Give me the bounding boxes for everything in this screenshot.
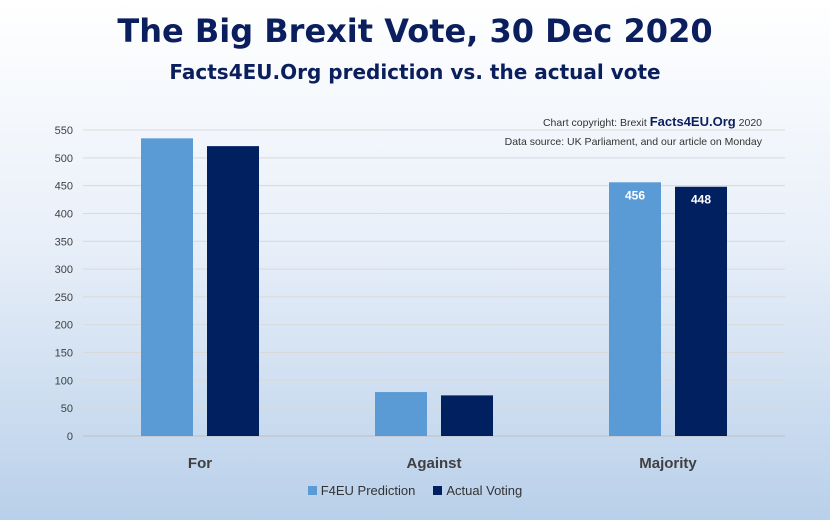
credit-prefix: Chart copyright: Brexit <box>542 117 647 129</box>
legend-item-prediction: F4EU Prediction <box>307 483 416 498</box>
bar-majority-prediction <box>609 182 661 436</box>
y-tick-label: 550 <box>55 125 73 137</box>
bar-for-actual <box>207 146 259 436</box>
bar-against-prediction <box>375 392 427 436</box>
chart-title: The Big Brexit Vote, 30 Dec 2020 <box>117 12 713 50</box>
chart-credit: Chart copyright: Brexit Facts4EU.Org 202… <box>505 112 762 152</box>
y-tick-label: 200 <box>55 320 73 332</box>
credit-line-2: Data source: UK Parliament, and our arti… <box>504 136 762 148</box>
legend-swatch-actual <box>433 486 443 495</box>
chart-legend: F4EU Prediction Actual Voting <box>0 483 830 498</box>
legend-swatch-prediction <box>307 486 317 495</box>
y-tick-label: 100 <box>55 375 73 387</box>
x-tick-label: For <box>188 455 212 472</box>
y-tick-label: 300 <box>55 264 73 276</box>
y-tick-label: 350 <box>55 236 73 248</box>
credit-suffix: 2020 <box>738 117 762 129</box>
y-tick-label: 400 <box>55 208 73 220</box>
bar-for-prediction <box>141 138 193 436</box>
x-tick-label: Majority <box>639 455 697 472</box>
y-tick-label: 150 <box>55 348 73 360</box>
chart-subtitle: Facts4EU.Org prediction vs. the actual v… <box>169 60 661 84</box>
data-label: 456 <box>625 188 645 202</box>
bar-majority-actual <box>675 186 727 436</box>
bar-against-actual <box>441 395 493 436</box>
credit-brand: Facts4EU.Org <box>649 114 736 129</box>
legend-item-actual: Actual Voting <box>433 483 522 498</box>
y-tick-label: 450 <box>55 181 73 193</box>
y-tick-label: 500 <box>55 153 73 165</box>
x-tick-label: Against <box>406 455 461 472</box>
y-tick-label: 0 <box>67 431 73 443</box>
legend-label-prediction: F4EU Prediction <box>320 483 416 498</box>
y-tick-label: 250 <box>55 292 73 304</box>
legend-label-actual: Actual Voting <box>446 483 523 498</box>
data-label: 448 <box>691 193 711 207</box>
credit-line-1: Chart copyright: Brexit Facts4EU.Org 202… <box>505 112 762 133</box>
y-tick-label: 50 <box>61 403 73 415</box>
